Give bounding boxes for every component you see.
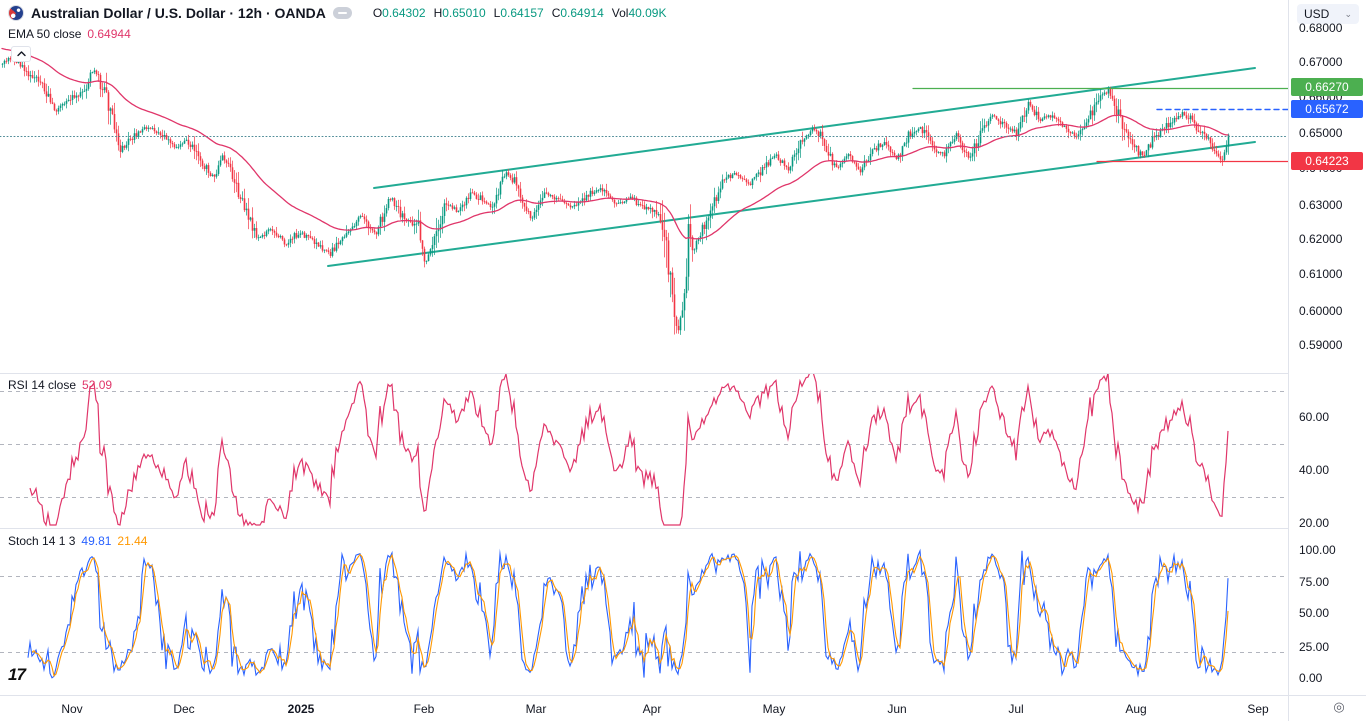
axis-label: 0.59000 [1299, 338, 1343, 352]
axis-label: 60.00 [1299, 410, 1330, 424]
currency-selector[interactable]: USD ⌄ [1297, 4, 1359, 24]
ohlc-item: C0.64914 [551, 6, 604, 20]
ohlc-values: O0.64302 H0.65010 L0.64157 C0.64914 Vol40.09… [373, 6, 667, 20]
axis-corner [1288, 695, 1366, 721]
price-tag: 0.64223 [1291, 152, 1363, 170]
ema-label: EMA 50 close [8, 27, 82, 41]
axis-label: 100.00 [1299, 543, 1336, 557]
time-label: Dec [173, 701, 195, 716]
symbol-legend[interactable]: Australian Dollar / U.S. Dollar · 12h · … [8, 5, 667, 21]
axis-label: 0.63000 [1299, 198, 1343, 212]
chevron-up-icon [16, 51, 26, 57]
axis-label: 25.00 [1299, 640, 1330, 654]
time-label-year: 2025 [287, 701, 315, 716]
rsi-legend[interactable]: RSI 14 close 52.09 [8, 378, 112, 392]
ema-value: 0.64944 [87, 27, 131, 41]
symbol-logo-icon [8, 5, 24, 21]
scroll-to-recent-icon[interactable]: ◎ [1333, 699, 1345, 714]
price-axis[interactable]: USD ⌄ 0.680000.670000.660000.650000.6400… [1288, 0, 1366, 695]
ema-legend[interactable]: EMA 50 close 0.64944 [8, 27, 131, 41]
ohlc-item: Vol40.09K [611, 6, 667, 20]
chevron-down-icon: ⌄ [1344, 8, 1352, 19]
axis-label: 0.68000 [1299, 21, 1343, 35]
time-label: Aug [1125, 701, 1147, 716]
symbol-title: Australian Dollar / U.S. Dollar · 12h · … [31, 5, 326, 21]
axis-label: 0.67000 [1299, 55, 1343, 69]
axis-label: 0.61000 [1299, 267, 1343, 281]
ohlc-item: L0.64157 [493, 6, 544, 20]
axis-label: 75.00 [1299, 575, 1330, 589]
ohlc-item: H0.65010 [433, 6, 486, 20]
rsi-pane-canvas[interactable] [0, 374, 1288, 529]
time-label: Feb [413, 701, 435, 716]
stoch-pane-canvas[interactable] [0, 529, 1288, 695]
stoch-legend[interactable]: Stoch 14 1 3 49.81 21.44 [8, 534, 147, 548]
time-label: Apr [642, 701, 662, 716]
price-tag: 0.66270 [1291, 78, 1363, 96]
rsi-label: RSI 14 close [8, 378, 77, 392]
market-status-icon[interactable] [332, 7, 352, 19]
axis-label: 0.60000 [1299, 304, 1343, 318]
stoch-d-value: 21.44 [117, 534, 148, 548]
axis-label: 0.65000 [1299, 126, 1343, 140]
axis-label: 50.00 [1299, 606, 1330, 620]
axis-label: 0.00 [1299, 671, 1323, 685]
axis-label: 40.00 [1299, 463, 1330, 477]
ohlc-item: O0.64302 [372, 6, 426, 20]
price-tag: 0.65672 [1291, 100, 1363, 118]
pane-separator[interactable] [0, 373, 1288, 374]
pane-separator[interactable] [0, 528, 1288, 529]
time-label: Jun [887, 701, 907, 716]
time-axis[interactable]: Nov Dec 2025 Feb Mar Apr May Jun Jul Aug Sep [0, 695, 1288, 721]
time-label: May [762, 701, 786, 716]
currency-selector-label: USD [1304, 7, 1330, 21]
time-label: Nov [61, 701, 83, 716]
tradingview-logo[interactable]: 17 [8, 665, 26, 684]
pane-expand-button[interactable] [11, 46, 31, 62]
axis-label: 20.00 [1299, 516, 1330, 530]
rsi-value: 52.09 [82, 378, 113, 392]
axis-label: 0.62000 [1299, 232, 1343, 246]
price-chart-canvas[interactable] [0, 0, 1288, 374]
stoch-label: Stoch 14 1 3 [8, 534, 76, 548]
time-label: Jul [1008, 701, 1024, 716]
stoch-k-value: 49.81 [81, 534, 112, 548]
time-label: Sep [1247, 701, 1269, 716]
time-label: Mar [525, 701, 547, 716]
